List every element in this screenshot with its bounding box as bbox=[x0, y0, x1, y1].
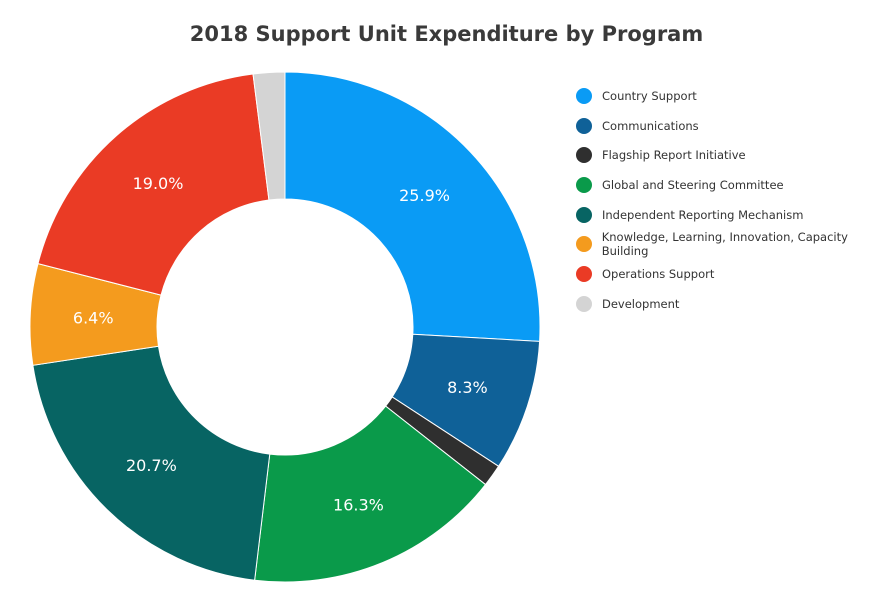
legend: Country Support Communications Flagship Re… bbox=[576, 81, 893, 319]
legend-swatch-icon bbox=[576, 176, 592, 193]
data-label: 6.4% bbox=[73, 308, 114, 327]
legend-label: Operations Support bbox=[602, 266, 715, 281]
slice-country-support bbox=[284, 71, 541, 342]
legend-item[interactable]: Operations Support bbox=[576, 259, 893, 289]
legend-swatch-icon bbox=[576, 206, 592, 223]
chart-title: 2018 Support Unit Expenditure by Program bbox=[189, 22, 704, 46]
legend-label: Knowledge, Learning, Innovation, Capacit… bbox=[601, 230, 848, 259]
legend-item[interactable]: Country Support bbox=[576, 81, 893, 111]
legend-item[interactable]: Independent Reporting Mechanism bbox=[576, 200, 893, 230]
legend-swatch-icon bbox=[576, 236, 592, 253]
legend-swatch-icon bbox=[576, 147, 592, 164]
legend-item[interactable]: Communications bbox=[576, 111, 893, 141]
slice-development bbox=[252, 71, 286, 201]
legend-swatch-icon bbox=[576, 295, 592, 312]
legend-label: Development bbox=[602, 296, 680, 311]
slice-global-and-steering-committee bbox=[254, 405, 487, 583]
legend-swatch-icon bbox=[576, 265, 592, 282]
legend-item[interactable]: Knowledge, Learning, Innovation, Capacit… bbox=[576, 229, 893, 259]
legend-label: Communications bbox=[602, 118, 699, 133]
data-label: 8.3% bbox=[447, 378, 488, 397]
legend-swatch-icon bbox=[576, 87, 592, 104]
legend-item[interactable]: Flagship Report Initiative bbox=[576, 140, 893, 170]
data-label: 19.0% bbox=[133, 174, 184, 193]
donut-chart: 25.9% 8.3% 16.3% 20.7% 6.4% 19.0% bbox=[29, 71, 541, 583]
legend-swatch-icon bbox=[576, 117, 592, 134]
data-label: 20.7% bbox=[126, 456, 177, 475]
legend-item[interactable]: Global and Steering Committee bbox=[576, 170, 893, 200]
data-label: 25.9% bbox=[399, 186, 450, 205]
legend-item[interactable]: Development bbox=[576, 289, 893, 319]
legend-label: Flagship Report Initiative bbox=[602, 148, 746, 163]
legend-label: Country Support bbox=[602, 88, 697, 103]
slice-independent-reporting-mechanism bbox=[32, 345, 271, 581]
data-label: 16.3% bbox=[333, 495, 384, 514]
slice-operations-support bbox=[37, 73, 270, 296]
legend-label: Independent Reporting Mechanism bbox=[602, 207, 804, 222]
legend-label: Global and Steering Committee bbox=[602, 177, 784, 192]
